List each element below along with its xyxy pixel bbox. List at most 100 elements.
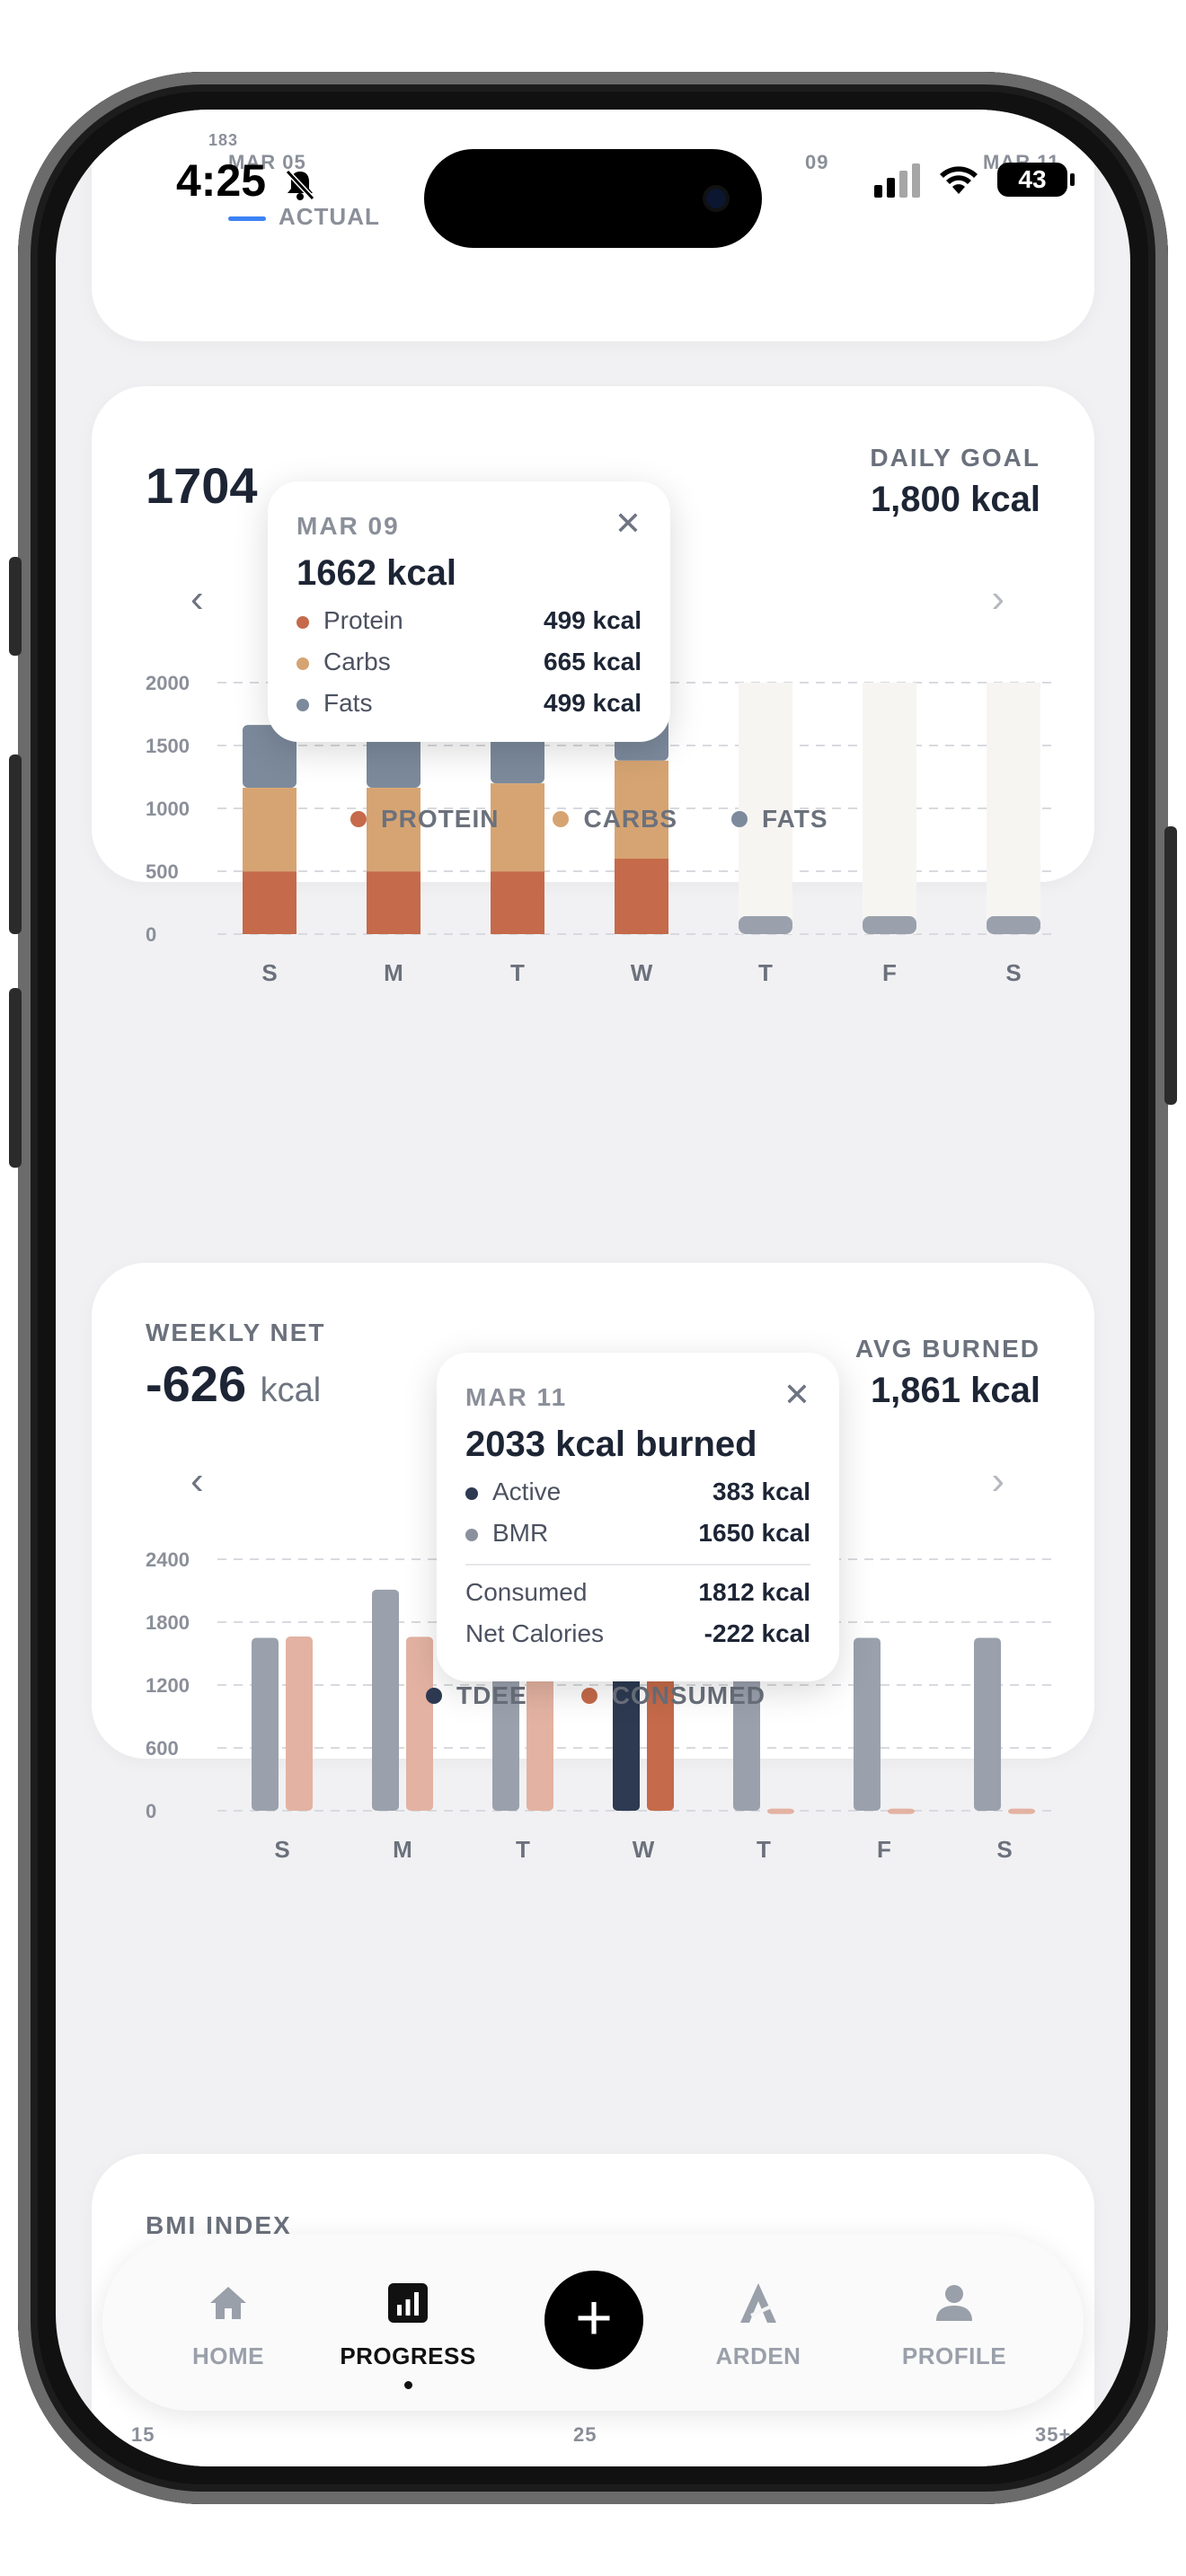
tooltip-date: MAR 09	[296, 512, 400, 540]
y-tick-label: 1000	[146, 798, 190, 820]
tab-arden[interactable]: ARDEN	[677, 2280, 839, 2370]
next-week-button[interactable]: ›	[991, 577, 1005, 621]
legend-tdee: TDEE	[426, 1681, 527, 1710]
bar-consumed	[767, 1808, 794, 1814]
x-tick-label: S	[1005, 959, 1021, 986]
volume-up-button	[9, 754, 22, 934]
y-tick-label: 600	[146, 1737, 179, 1760]
net-legend: TDEE CONSUMED	[426, 1681, 766, 1710]
bar-tdee	[854, 1637, 881, 1811]
protein-dot	[350, 810, 367, 827]
placeholder-bar	[863, 916, 916, 934]
tab-bar: HOME PROGRESS ARDEN PROFILE	[102, 2235, 1084, 2411]
x-tick-label: T	[757, 1836, 771, 1863]
avg-burned-value: 1,861 kcal	[870, 1371, 1040, 1410]
x-tick-label: F	[882, 959, 897, 986]
x-tick-label: S	[261, 959, 277, 986]
bmi-tick-35: 35+	[1035, 2423, 1072, 2446]
x-tick-label: M	[393, 1836, 412, 1863]
y-tick-label: 1500	[146, 735, 190, 757]
next-week-button[interactable]: ›	[991, 1459, 1005, 1503]
macros-chart: 0 500 1000 1500 2000 S M T W T F S	[146, 672, 1053, 986]
macros-legend: PROTEIN CARBS FATS	[350, 805, 828, 834]
close-icon[interactable]: ✕	[783, 1376, 810, 1413]
x-tick-label: M	[384, 959, 403, 986]
bar-carbs	[367, 788, 420, 872]
bar-consumed	[406, 1636, 433, 1811]
tooltip-row-protein: Protein 499 kcal	[296, 606, 642, 635]
bmi-tick-15: 15	[131, 2423, 155, 2446]
x-tick-label: W	[633, 1836, 655, 1863]
empty-day-bar	[863, 683, 916, 934]
tooltip-row-bmr: BMR 1650 kcal	[465, 1519, 810, 1548]
macros-value: 1704	[146, 457, 258, 514]
fats-dot	[731, 810, 748, 827]
bar-fats	[243, 725, 296, 789]
tooltip-date: MAR 11	[465, 1383, 568, 1411]
legend-actual: ACTUAL	[228, 203, 380, 231]
wifi-icon	[940, 166, 978, 194]
y-tick-label: 0	[146, 1800, 156, 1822]
y-tick-label: 2000	[146, 672, 190, 694]
y-tick-label: 500	[146, 860, 179, 883]
tab-profile[interactable]: PROFILE	[873, 2280, 1035, 2370]
tab-home[interactable]: HOME	[147, 2280, 309, 2370]
x-tick-label: T	[510, 959, 525, 986]
prev-week-button[interactable]: ‹	[190, 1459, 204, 1503]
protein-dot	[296, 616, 309, 629]
tooltip-row-net: Net Calories -222 kcal	[465, 1619, 810, 1647]
empty-day-bar	[987, 683, 1040, 934]
legend-consumed: CONSUMED	[580, 1681, 766, 1710]
bar-consumed	[888, 1808, 915, 1814]
x-tick-label: T	[758, 959, 773, 986]
x-tick-label: F	[877, 1836, 891, 1863]
bar-protein	[491, 871, 544, 934]
x-tick-label: T	[516, 1836, 530, 1863]
avg-burned-label: AVG BURNED	[854, 1335, 1040, 1363]
battery-icon: 43	[997, 163, 1075, 197]
bar-consumed	[286, 1636, 313, 1811]
placeholder-bar	[739, 916, 792, 934]
tdee-dot	[426, 1687, 442, 1704]
x-tick-label: W	[631, 959, 653, 986]
daily-goal-value: 1,800 kcal	[870, 480, 1040, 519]
tab-progress[interactable]: PROGRESS	[327, 2280, 489, 2389]
x-tick-label: S	[996, 1836, 1012, 1863]
bar-tdee	[252, 1637, 279, 1811]
tooltip-row-carbs: Carbs 665 kcal	[296, 648, 642, 676]
daily-goal-label: DAILY GOAL	[870, 444, 1040, 472]
close-icon[interactable]: ✕	[614, 505, 642, 542]
bar-carbs	[243, 788, 296, 872]
screen: 183 MAR 05 09 MAR 11 ACTUAL 1704 DAILY G…	[56, 110, 1130, 2466]
mid-date: 09	[805, 151, 829, 173]
y-tick-label: 1200	[146, 1674, 190, 1697]
camera-icon	[706, 189, 726, 208]
bar-protein	[243, 871, 296, 934]
prev-week-button[interactable]: ‹	[190, 577, 204, 621]
silent-bell-icon	[285, 169, 315, 200]
empty-day-bar	[739, 683, 792, 934]
fats-dot	[296, 699, 309, 711]
cellular-signal-icon	[874, 162, 920, 198]
add-button[interactable]: +	[544, 2271, 643, 2369]
status-icons: 43	[874, 162, 1075, 198]
x-tick-label: S	[274, 1836, 289, 1863]
y-tick-label: 0	[146, 923, 156, 946]
legend-carbs: CARBS	[553, 805, 677, 834]
tooltip-row-active: Active 383 kcal	[465, 1478, 810, 1506]
volume-down-button	[9, 988, 22, 1168]
placeholder-bar	[987, 916, 1040, 934]
bmr-dot	[465, 1529, 478, 1541]
y-tick-label: 1800	[146, 1611, 190, 1634]
weekly-net-label: WEEKLY NET	[146, 1319, 326, 1346]
tooltip-title: 1662 kcal	[296, 553, 456, 593]
weekly-net-value: -626 kcal	[146, 1355, 322, 1412]
bar-tdee	[372, 1589, 399, 1811]
legend-protein: PROTEIN	[350, 805, 499, 834]
dynamic-island	[424, 149, 762, 248]
chart-icon	[388, 2283, 428, 2323]
bar-consumed	[1008, 1808, 1035, 1814]
home-icon	[210, 2287, 246, 2319]
macros-tooltip: MAR 09 1662 kcal ✕ Protein 499 kcal Carbs…	[268, 481, 670, 742]
net-chart: 0 600 1200 1800 2400 S M T W T F S	[146, 1548, 1053, 1863]
